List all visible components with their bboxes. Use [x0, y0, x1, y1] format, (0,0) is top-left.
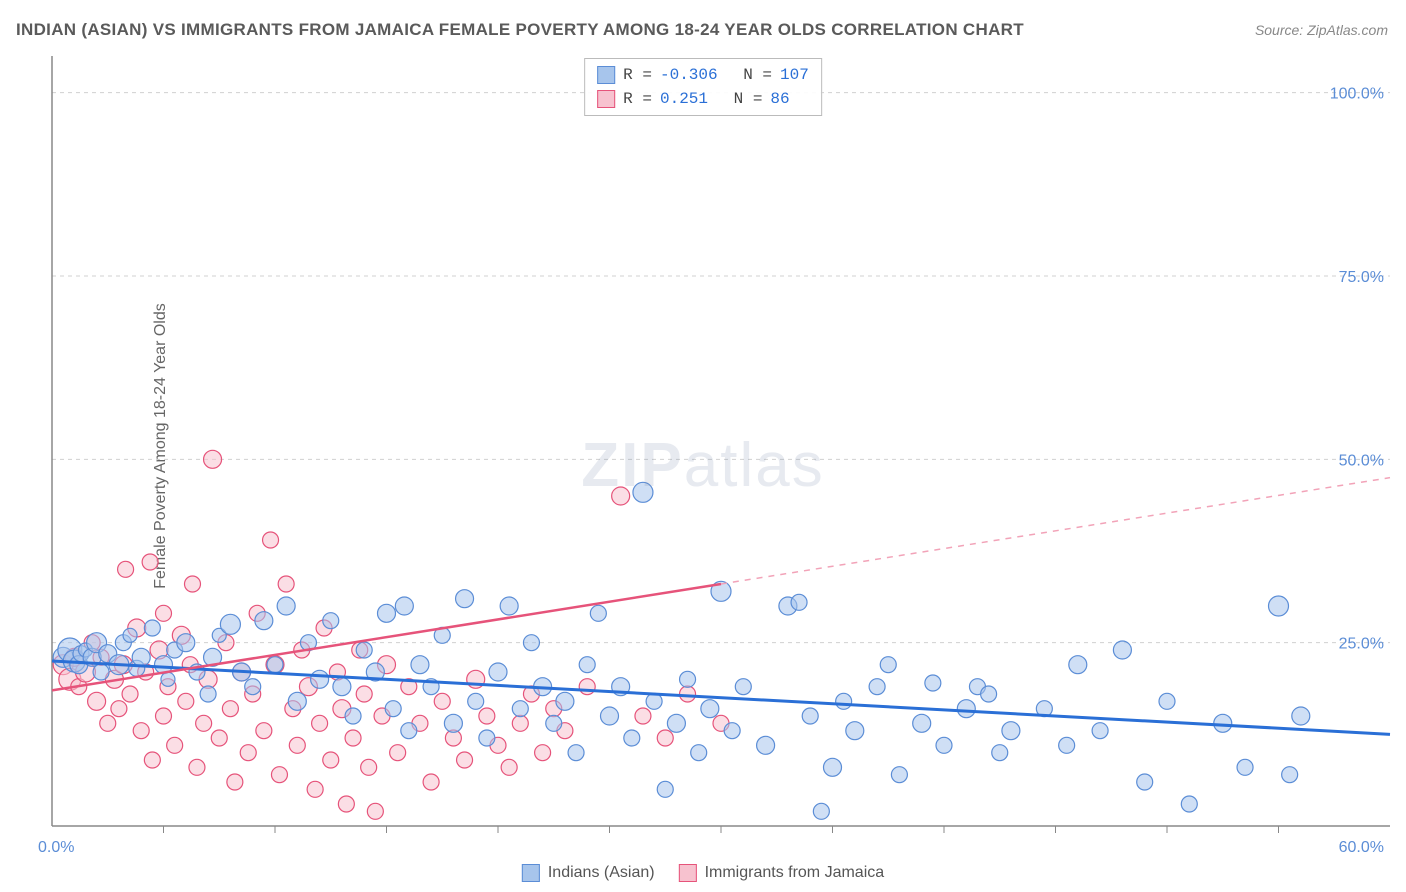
- svg-text:100.0%: 100.0%: [1330, 86, 1384, 103]
- swatch-blue-icon: [597, 66, 615, 84]
- svg-text:25.0%: 25.0%: [1339, 636, 1384, 653]
- correlation-chart: INDIAN (ASIAN) VS IMMIGRANTS FROM JAMAIC…: [0, 0, 1406, 892]
- chart-svg: 25.0% 50.0% 75.0% 100.0% 0.0% 60.0%: [0, 0, 1406, 892]
- bottom-legend: Indians (Asian) Immigrants from Jamaica: [522, 864, 884, 882]
- legend-label: Indians (Asian): [548, 864, 655, 882]
- svg-text:75.0%: 75.0%: [1339, 269, 1384, 286]
- legend-item-blue: Indians (Asian): [522, 864, 655, 882]
- svg-text:60.0%: 60.0%: [1339, 839, 1384, 856]
- swatch-blue-icon: [522, 864, 540, 882]
- svg-text:50.0%: 50.0%: [1339, 452, 1384, 469]
- legend-label: Immigrants from Jamaica: [705, 864, 885, 882]
- svg-text:0.0%: 0.0%: [38, 839, 74, 856]
- legend-item-pink: Immigrants from Jamaica: [679, 864, 885, 882]
- swatch-pink-icon: [597, 90, 615, 108]
- stats-legend-box: R = -0.306 N = 107 R = 0.251 N = 86: [584, 58, 822, 116]
- swatch-pink-icon: [679, 864, 697, 882]
- stats-row-pink: R = 0.251 N = 86: [597, 87, 809, 111]
- stats-row-blue: R = -0.306 N = 107: [597, 63, 809, 87]
